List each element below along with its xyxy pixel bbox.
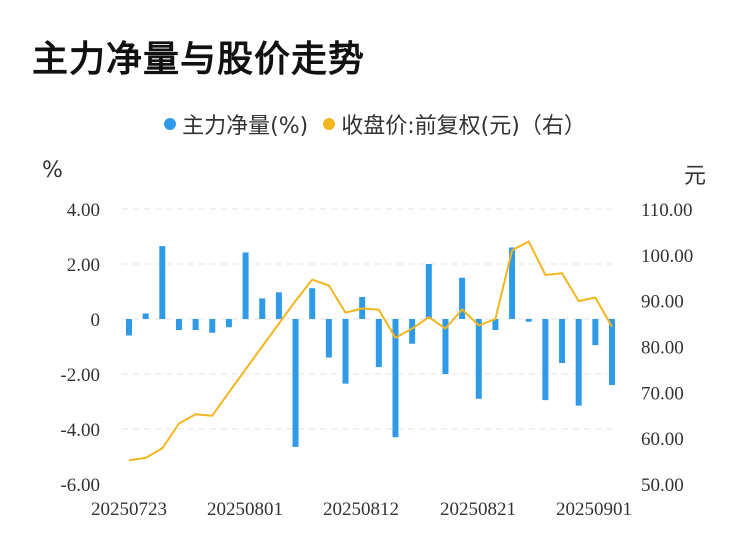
bar-series — [126, 246, 615, 447]
price-line[interactable] — [128, 240, 613, 462]
right-tick-label: 110.00 — [641, 200, 693, 221]
left-axis-ticks: 4.00 2.00 0 -2.00 -4.00 -6.00 — [60, 200, 100, 496]
bar-mark[interactable] — [559, 319, 566, 363]
x-tick-label: 20250812 — [323, 499, 399, 520]
bar-mark[interactable] — [525, 319, 532, 322]
legend-item-close-price[interactable]: 收盘价:前复权(元)（右） — [323, 108, 586, 140]
left-tick-label: -4.00 — [60, 420, 100, 441]
bar-mark[interactable] — [192, 319, 199, 330]
legend-dot-icon — [323, 118, 336, 130]
left-tick-label: -6.00 — [60, 475, 100, 496]
bar-mark[interactable] — [392, 319, 399, 438]
bar-mark[interactable] — [542, 319, 549, 401]
bar-mark[interactable] — [492, 319, 499, 330]
right-tick-label: 70.00 — [641, 383, 684, 404]
right-tick-label: 80.00 — [641, 338, 684, 359]
bar-mark[interactable] — [459, 277, 466, 319]
bar-mark[interactable] — [409, 319, 416, 344]
legend-label: 主力净量(%) — [182, 114, 309, 139]
right-tick-label: 100.00 — [641, 246, 693, 267]
left-tick-label: 4.00 — [67, 200, 100, 221]
bar-mark[interactable] — [259, 298, 266, 319]
gridlines — [122, 208, 616, 430]
bar-mark[interactable] — [275, 292, 282, 319]
chart-legend: 主力净量(%) 收盘价:前复权(元)（右） — [0, 108, 750, 140]
bar-mark[interactable] — [242, 252, 249, 319]
left-axis-unit: % — [42, 158, 63, 183]
bar-mark[interactable] — [609, 319, 615, 385]
bar-mark[interactable] — [225, 319, 232, 328]
left-tick-label: -2.00 — [60, 365, 100, 386]
left-tick-label: 0 — [91, 310, 101, 331]
bar-mark[interactable] — [342, 319, 349, 384]
bar-mark[interactable] — [425, 264, 432, 319]
right-tick-label: 60.00 — [641, 429, 684, 450]
right-tick-label: 90.00 — [641, 292, 684, 313]
bar-mark[interactable] — [375, 319, 382, 368]
line-series — [128, 240, 613, 462]
bar-mark[interactable] — [142, 313, 149, 320]
x-tick-label: 20250723 — [91, 499, 167, 520]
right-axis-ticks: 110.00 100.00 90.00 80.00 70.00 60.00 50.00 — [641, 200, 693, 496]
x-tick-label: 20250801 — [207, 499, 283, 520]
x-axis-ticks: 20250723 20250801 20250812 20250821 20250901 — [91, 499, 632, 520]
page-title: 主力净量与股价走势 — [32, 39, 366, 80]
bar-mark[interactable] — [475, 319, 482, 399]
left-tick-label: 2.00 — [67, 255, 100, 276]
right-axis-unit: 元 — [684, 164, 707, 189]
right-tick-label: 50.00 — [641, 475, 684, 496]
bar-mark[interactable] — [592, 319, 599, 346]
x-tick-label: 20250901 — [556, 499, 632, 520]
legend-item-main-net[interactable]: 主力净量(%) — [164, 108, 308, 140]
bar-mark[interactable] — [575, 319, 582, 406]
legend-label: 收盘价:前复权(元)（右） — [341, 114, 586, 139]
x-tick-label: 20250821 — [440, 499, 516, 520]
legend-dot-icon — [164, 118, 177, 130]
bar-mark[interactable] — [325, 319, 332, 358]
bar-mark[interactable] — [159, 246, 166, 319]
bar-mark[interactable] — [509, 247, 516, 320]
bar-mark[interactable] — [309, 288, 316, 319]
bar-mark[interactable] — [126, 319, 132, 336]
bar-mark[interactable] — [175, 319, 182, 330]
bar-mark[interactable] — [209, 319, 216, 333]
bar-mark[interactable] — [292, 319, 299, 447]
bar-mark[interactable] — [442, 319, 449, 374]
